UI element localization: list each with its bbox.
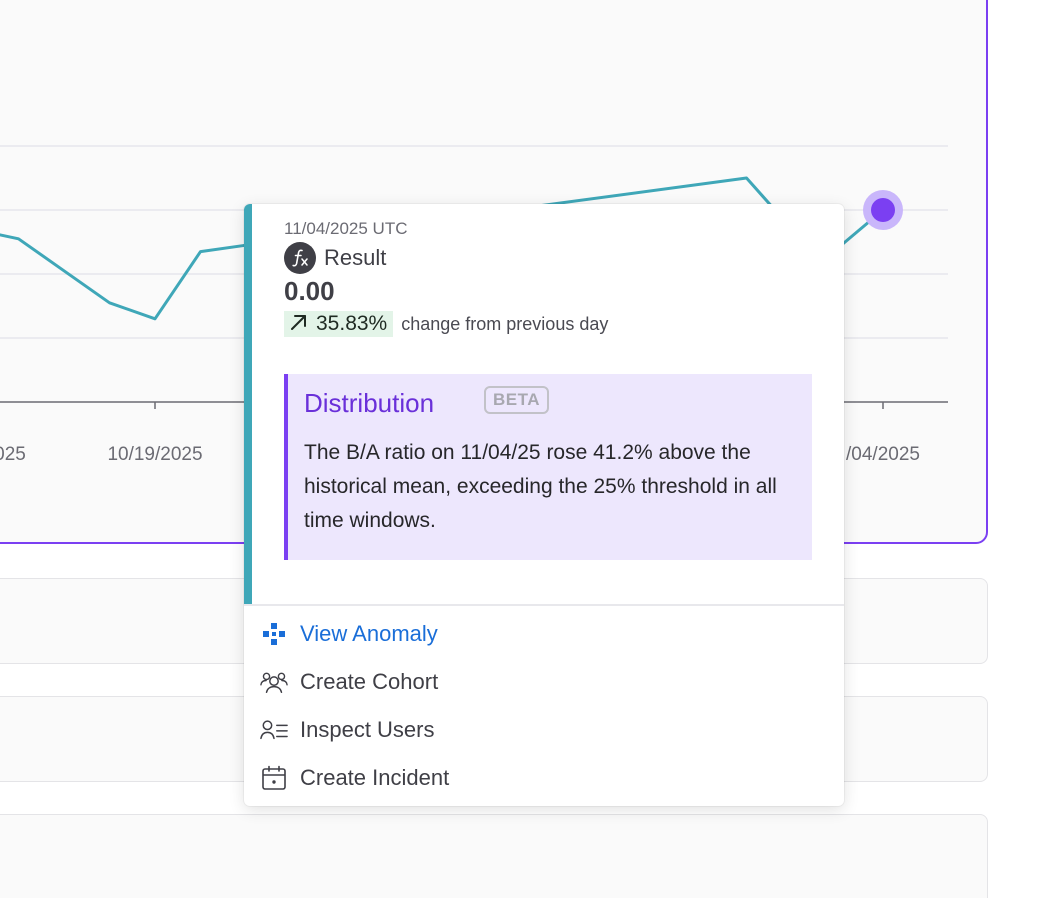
x-tick-label: 025 xyxy=(0,444,26,465)
arrow-up-right-icon xyxy=(288,311,310,338)
tooltip-date: 11/04/2025 UTC xyxy=(284,219,408,238)
change-row: 35.83% change from previous day xyxy=(284,311,608,337)
view-anomaly-label: View Anomaly xyxy=(300,621,438,646)
highlighted-point xyxy=(871,198,895,222)
calendar-incident-icon xyxy=(260,764,288,792)
metric-label-row: Result xyxy=(284,242,386,274)
create-incident-label: Create Incident xyxy=(300,765,450,790)
distribution-text: The B/A ratio on 11/04/25 rose 41.2% abo… xyxy=(304,441,777,532)
list-row-card[interactable] xyxy=(0,814,988,898)
anomaly-icon xyxy=(260,620,288,648)
tooltip-summary: 11/04/2025 UTC Result 0.00 xyxy=(244,204,844,604)
change-description: change from previous day xyxy=(401,313,609,334)
change-badge: 35.83% xyxy=(284,311,394,338)
inspect-users-label: Inspect Users xyxy=(300,717,435,742)
distribution-title: Distribution xyxy=(304,388,435,418)
view-anomaly-button[interactable]: View Anomaly xyxy=(260,614,438,654)
inspect-users-button[interactable]: Inspect Users xyxy=(260,710,435,750)
inspect-users-icon xyxy=(260,716,288,744)
create-cohort-button[interactable]: Create Cohort xyxy=(260,662,438,702)
create-cohort-label: Create Cohort xyxy=(300,669,439,694)
metric-label: Result xyxy=(324,245,387,270)
x-tick-label: /04/2025 xyxy=(846,444,920,465)
chart-tooltip: 11/04/2025 UTC Result 0.00 xyxy=(244,204,844,806)
series-color-bar xyxy=(244,204,252,604)
cohort-users-icon xyxy=(260,668,288,696)
change-percent: 35.83% xyxy=(316,312,388,335)
beta-badge: BETA xyxy=(484,386,550,414)
x-tick-label: 10/19/2025 xyxy=(107,444,202,465)
create-incident-button[interactable]: Create Incident xyxy=(260,758,449,798)
distribution-panel: Distribution BETA The B/A ratio on 11/04… xyxy=(284,374,812,560)
metric-value: 0.00 xyxy=(284,276,335,306)
divider xyxy=(244,604,844,606)
formula-fx-icon xyxy=(284,242,316,274)
